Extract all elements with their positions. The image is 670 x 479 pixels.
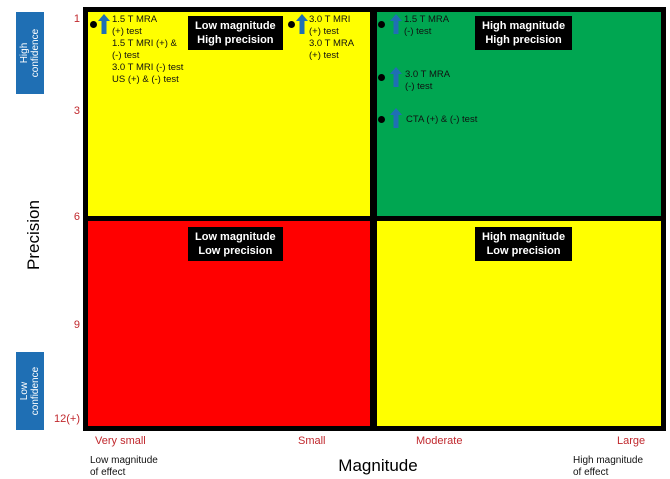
quadrant-label-bottom-right: High magnitude Low precision	[475, 227, 573, 261]
point-marker	[90, 21, 97, 28]
x-tick-label: Large	[617, 435, 646, 447]
x-right-note: High magnitude of effect	[573, 455, 644, 478]
y-tick-label: 9	[73, 319, 80, 331]
up-arrow-icon	[390, 14, 402, 34]
point-marker	[378, 74, 385, 81]
y-tick-label: 3	[73, 105, 80, 117]
y-tick-label: 12(+)	[54, 413, 80, 425]
point-marker	[288, 21, 295, 28]
item-label: CTA (+) & (-) test	[406, 114, 478, 125]
quadrant-label-top-right: High magnitude High precision	[475, 16, 573, 50]
y-tick-label: 6	[73, 211, 80, 223]
y-tick-label: 1	[73, 13, 80, 25]
item-label: 3.0 T MRA (-) test	[405, 69, 451, 92]
quadrant-label-bottom-left: Low magnitude Low precision	[188, 227, 283, 261]
item-label: 1.5 T MRA (-) test	[404, 14, 450, 37]
high-confidence-label: High confidence	[19, 28, 41, 78]
up-arrow-icon	[390, 67, 402, 87]
point-marker	[378, 116, 385, 123]
item-label: 3.0 T MRI (+) test 3.0 T MRA (+) test	[309, 14, 355, 61]
x-tick-label: Very small	[95, 435, 146, 447]
up-arrow-icon	[390, 108, 402, 128]
up-arrow-icon	[98, 14, 110, 34]
x-tick-label: Small	[298, 435, 326, 447]
item-label: 1.5 T MRA (+) test 1.5 T MRI (+) & (-) t…	[112, 14, 184, 85]
x-left-note: Low magnitude of effect	[90, 455, 158, 478]
up-arrow-icon	[296, 14, 308, 34]
x-axis-title: Magnitude	[338, 456, 418, 475]
x-tick-label: Moderate	[416, 435, 463, 447]
high-confidence-badge: High confidence	[16, 12, 44, 94]
low-confidence-badge: Low confidence	[16, 352, 44, 430]
low-confidence-label: Low confidence	[19, 366, 41, 416]
y-axis-title: Precision	[24, 200, 43, 270]
point-marker	[378, 21, 385, 28]
quadrant-label-top-left: Low magnitude High precision	[188, 16, 283, 50]
